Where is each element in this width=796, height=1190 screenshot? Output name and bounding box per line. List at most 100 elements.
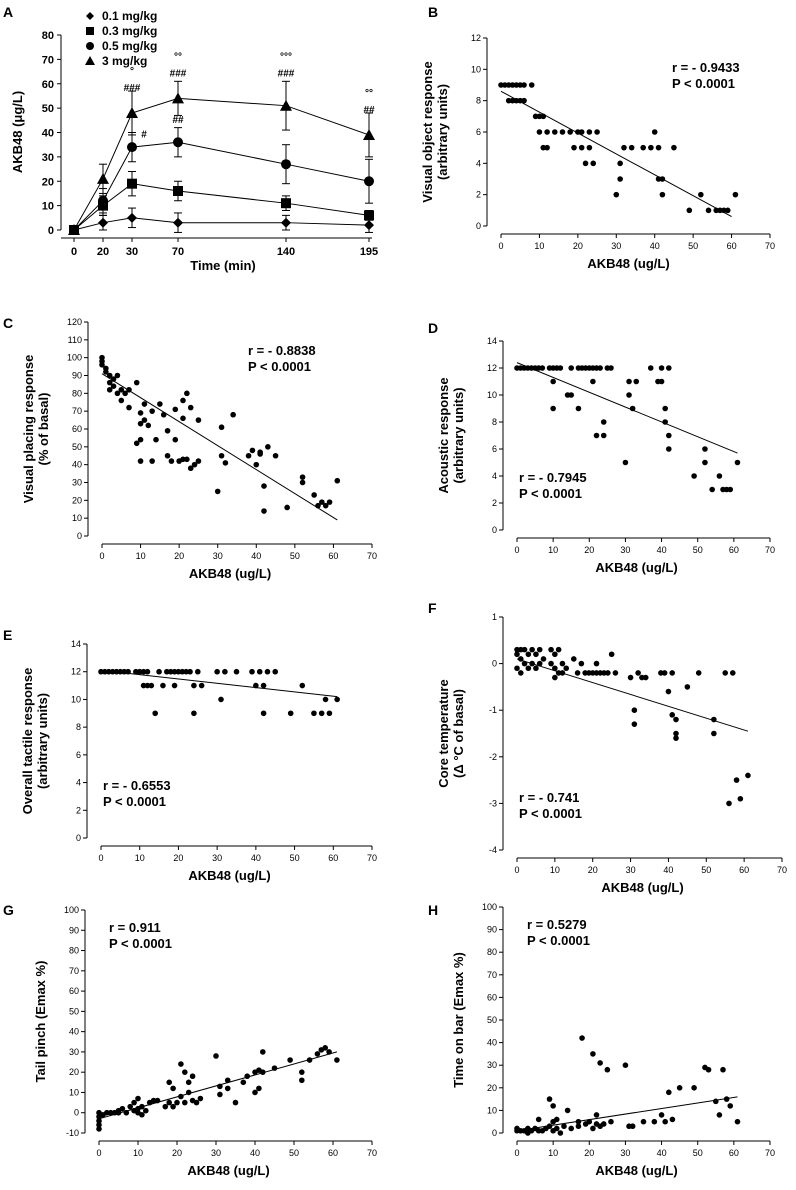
panel-c: C 0 10 20 30 40 50 60 70 80 90 100 110 120 0 10 20 30 40 50…: [3, 315, 377, 581]
data-point: [314, 1051, 321, 1057]
data-point: [571, 144, 577, 151]
data-point: [193, 1099, 200, 1106]
data-point: [597, 1060, 603, 1066]
data-point: [253, 461, 260, 468]
data-point: [548, 660, 554, 667]
data-point: [156, 668, 162, 675]
data-point: [182, 1069, 188, 1075]
data-point: [567, 129, 573, 135]
data-point: [162, 1103, 169, 1110]
data-point: [705, 1066, 712, 1073]
data-point: [521, 82, 527, 88]
data-point: [505, 82, 512, 88]
stat-p: P < 0.0001: [672, 76, 735, 91]
x-tick-label: 70: [367, 1148, 377, 1158]
legend-marker: [85, 56, 95, 65]
data-point: [224, 1077, 231, 1084]
data-point: [152, 710, 158, 717]
data-point: [334, 1057, 340, 1063]
data-point: [608, 651, 615, 658]
data-point: [140, 668, 147, 675]
significance-mark: °: [130, 66, 134, 77]
data-point: [593, 660, 600, 667]
x-tick-label: 50: [693, 545, 703, 555]
x-tick-label: 30: [212, 853, 222, 863]
data-point: [666, 1089, 672, 1096]
data-point: [256, 1085, 262, 1092]
significance-mark: ##: [363, 105, 375, 116]
data-point: [180, 456, 186, 463]
data-point: [691, 1085, 697, 1091]
data-point: [157, 401, 163, 407]
data-point: [550, 405, 556, 412]
data-point: [172, 406, 179, 413]
y-tick-label: 6: [76, 750, 81, 760]
data-point: [191, 710, 197, 717]
x-axis-title: AKB48 (ug/L): [595, 560, 677, 575]
panel-h: H 0 10 20 30 40 50 60 70 80 90 100 0 10 20 30 40 50 60 70 AK…: [428, 902, 775, 1178]
x-tick-label: 0: [514, 1148, 519, 1158]
y-axis-title: Overall tactile response: [20, 668, 35, 815]
data-point: [552, 129, 558, 135]
data-point: [127, 142, 137, 153]
data-point: [127, 1103, 133, 1110]
x-tick-label: 40: [663, 865, 673, 875]
stat-p: P < 0.0001: [109, 936, 172, 951]
data-point: [514, 651, 520, 658]
data-point: [711, 730, 717, 737]
data-point: [633, 378, 640, 385]
data-point: [281, 159, 291, 170]
data-point: [666, 365, 672, 371]
x-tick-label: 10: [550, 865, 560, 875]
data-point: [189, 1073, 196, 1080]
x-tick-label: 30: [611, 241, 621, 251]
legend-label: 0.1 mg/kg: [102, 9, 157, 23]
data-point: [114, 372, 121, 379]
data-point: [590, 378, 596, 385]
data-point: [548, 646, 554, 653]
data-point: [183, 668, 189, 675]
series-3: [68, 80, 375, 235]
data-point: [171, 668, 178, 675]
x-axis-title: Time (min): [190, 258, 256, 273]
stat-p: P < 0.0001: [519, 486, 582, 501]
data-point: [702, 446, 708, 452]
regression-line: [516, 658, 749, 732]
data-point: [137, 436, 144, 443]
data-point: [732, 191, 739, 198]
panel-label: G: [3, 902, 14, 918]
data-point: [532, 113, 539, 120]
scatter-points: [514, 1035, 741, 1136]
data-point: [299, 479, 306, 486]
x-tick-label: 20: [174, 551, 184, 561]
data-point: [198, 682, 205, 689]
x-tick-label: 40: [650, 241, 660, 251]
data-point: [626, 378, 632, 385]
data-point: [126, 107, 138, 118]
y-axis-title: Acoustic response: [436, 377, 451, 493]
data-point: [648, 144, 654, 151]
y-tick-label: 60: [69, 986, 79, 996]
data-point: [640, 1118, 647, 1125]
panel-label: D: [428, 320, 438, 336]
significance-mark: #: [141, 129, 147, 140]
y-tick-label: 90: [72, 371, 82, 381]
y-tick-label: 80: [72, 388, 82, 398]
data-point: [127, 212, 137, 223]
data-point: [557, 365, 564, 371]
data-point: [662, 1118, 668, 1125]
panel-label: C: [3, 315, 13, 331]
data-point: [217, 1091, 223, 1098]
data-point: [662, 405, 668, 412]
data-point: [299, 682, 306, 689]
x-tick-label: 30: [626, 865, 636, 875]
scatter-points: [99, 354, 341, 514]
data-point: [133, 668, 139, 675]
x-tick-label: 50: [290, 551, 300, 561]
x-tick-label: 60: [727, 241, 737, 251]
data-point: [564, 1107, 571, 1114]
legend-label: 3 mg/kg: [102, 54, 147, 68]
data-point: [260, 710, 267, 717]
y-tick-label: 50: [72, 442, 82, 452]
data-point: [517, 82, 524, 88]
